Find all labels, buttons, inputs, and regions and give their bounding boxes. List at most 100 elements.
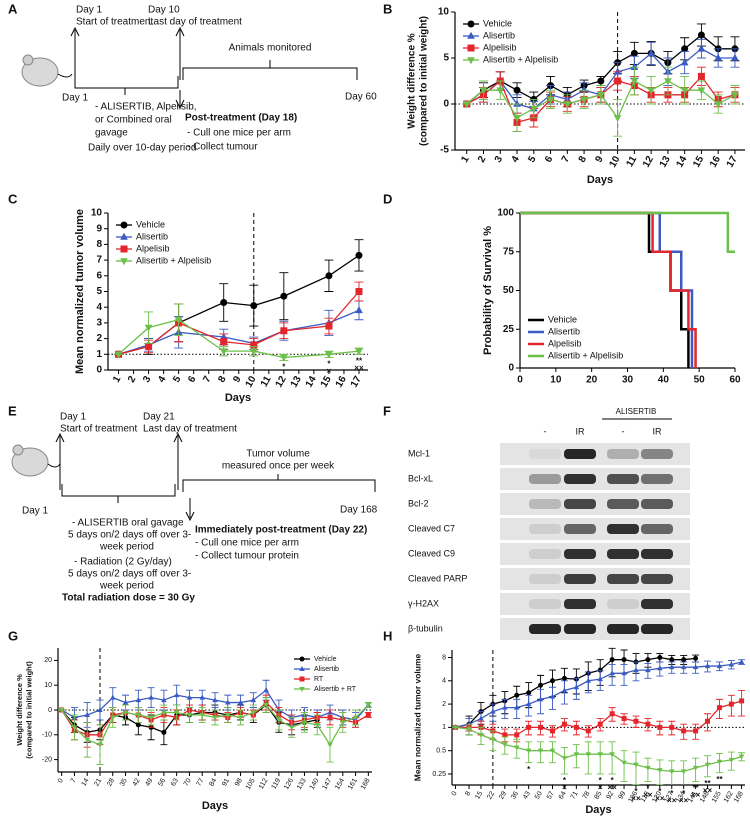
x-tick-label: 15 bbox=[319, 374, 334, 390]
blot-band bbox=[641, 449, 673, 459]
marker bbox=[529, 105, 538, 113]
plot-area bbox=[114, 239, 364, 362]
marker bbox=[288, 725, 295, 731]
marker bbox=[731, 53, 739, 61]
blot-row-label: Cleaved C7 bbox=[408, 523, 455, 533]
significance-mark: ×× bbox=[643, 791, 653, 800]
marker bbox=[237, 715, 244, 721]
x-tick-label: 8 bbox=[577, 154, 590, 165]
arrow-head bbox=[173, 432, 183, 443]
y-tick-label: 10 bbox=[438, 7, 450, 18]
marker bbox=[609, 657, 615, 663]
blot-row-label: Bcl-2 bbox=[408, 498, 429, 508]
marker bbox=[645, 765, 651, 771]
marker bbox=[355, 251, 363, 259]
y-tick-label: 25 bbox=[503, 324, 515, 335]
y-axis-title: Mean normalized tumor volume bbox=[74, 209, 86, 374]
marker bbox=[365, 712, 371, 718]
x-tick-label: 14 bbox=[304, 374, 319, 390]
x-tick-label: 6 bbox=[543, 154, 556, 165]
plot-area bbox=[452, 647, 746, 785]
x-tick-label: 154 bbox=[334, 777, 346, 791]
y-tick-label: 5 bbox=[96, 286, 102, 297]
significance-mark: ×× bbox=[667, 796, 677, 805]
diagram-text: - ALISERTIB, Alpelisib, bbox=[95, 102, 197, 113]
marker bbox=[681, 728, 687, 734]
marker bbox=[148, 694, 154, 700]
marker bbox=[645, 667, 651, 673]
marker bbox=[352, 715, 359, 721]
marker bbox=[250, 697, 257, 703]
panel-label: B bbox=[383, 1, 392, 16]
marker bbox=[161, 729, 167, 735]
marker bbox=[514, 732, 520, 738]
marker bbox=[731, 92, 739, 99]
x-tick-label: 141 bbox=[687, 790, 699, 804]
blot-band bbox=[564, 549, 596, 559]
marker bbox=[537, 696, 544, 702]
diagram-text: - Collect tumour bbox=[187, 142, 258, 153]
marker bbox=[597, 77, 605, 85]
y-tick-label: 0 bbox=[96, 365, 102, 376]
marker bbox=[597, 752, 603, 758]
blot-row-label: β-tubulin bbox=[408, 623, 443, 633]
arrow-head bbox=[185, 511, 195, 522]
x-tick-label: 63 bbox=[170, 777, 180, 787]
x-tick-label: 4 bbox=[156, 374, 169, 385]
marker bbox=[148, 715, 154, 721]
timeline-diagram bbox=[11, 432, 376, 522]
diagram-text: Immediately post-treatment (Day 22) bbox=[195, 525, 367, 536]
x-tick-label: 14 bbox=[81, 777, 91, 787]
marker bbox=[526, 724, 532, 730]
blot-band bbox=[529, 499, 561, 509]
blot-band bbox=[529, 599, 561, 609]
diagram-text: Daily over 10-day period bbox=[88, 143, 196, 154]
marker bbox=[728, 701, 734, 707]
y-tick-label: -20 bbox=[42, 756, 52, 763]
marker bbox=[585, 752, 592, 758]
survival-curve bbox=[520, 211, 735, 253]
panel-label: A bbox=[8, 1, 18, 16]
marker bbox=[630, 78, 639, 86]
blot-row-label: Mcl-1 bbox=[408, 448, 430, 458]
x-tick-label: 42 bbox=[132, 777, 142, 787]
marker bbox=[478, 732, 484, 738]
marker bbox=[664, 78, 672, 86]
marker bbox=[609, 711, 615, 717]
marker bbox=[738, 658, 745, 664]
marker bbox=[280, 327, 288, 335]
marker bbox=[614, 77, 622, 85]
significance-mark: ×× bbox=[631, 794, 641, 803]
marker bbox=[613, 67, 622, 75]
y-tick-label: 0 bbox=[508, 363, 514, 374]
x-tick-label: 91 bbox=[221, 777, 231, 787]
marker bbox=[550, 728, 556, 734]
marker bbox=[212, 715, 218, 721]
diagram-text: Start of treatment bbox=[60, 424, 137, 435]
x-axis-title: Days bbox=[587, 174, 613, 186]
marker bbox=[580, 86, 588, 93]
blot-band bbox=[564, 449, 596, 459]
legend-label: Alpelisib bbox=[136, 243, 170, 253]
blot-band bbox=[641, 499, 673, 509]
marker bbox=[502, 742, 508, 748]
marker bbox=[633, 762, 639, 768]
marker bbox=[219, 348, 228, 356]
survival-curve bbox=[520, 211, 694, 368]
x-tick-label: 113 bbox=[640, 790, 652, 803]
y-tick-label: 8 bbox=[96, 239, 102, 250]
y-tick-label: 50 bbox=[503, 285, 515, 296]
significance-mark: * bbox=[646, 784, 650, 793]
y-tick-label: 0 bbox=[443, 99, 449, 110]
blot-band bbox=[641, 524, 673, 534]
x-tick-label: 120 bbox=[651, 790, 663, 804]
marker bbox=[250, 710, 257, 716]
legend-label: RT bbox=[314, 676, 324, 683]
marker bbox=[561, 721, 567, 727]
x-tick-label: 155 bbox=[711, 790, 723, 804]
marker bbox=[220, 298, 228, 306]
diagram-text: Last day of treatment bbox=[143, 424, 237, 435]
marker bbox=[697, 87, 706, 95]
marker bbox=[549, 748, 556, 754]
marker bbox=[613, 115, 622, 122]
